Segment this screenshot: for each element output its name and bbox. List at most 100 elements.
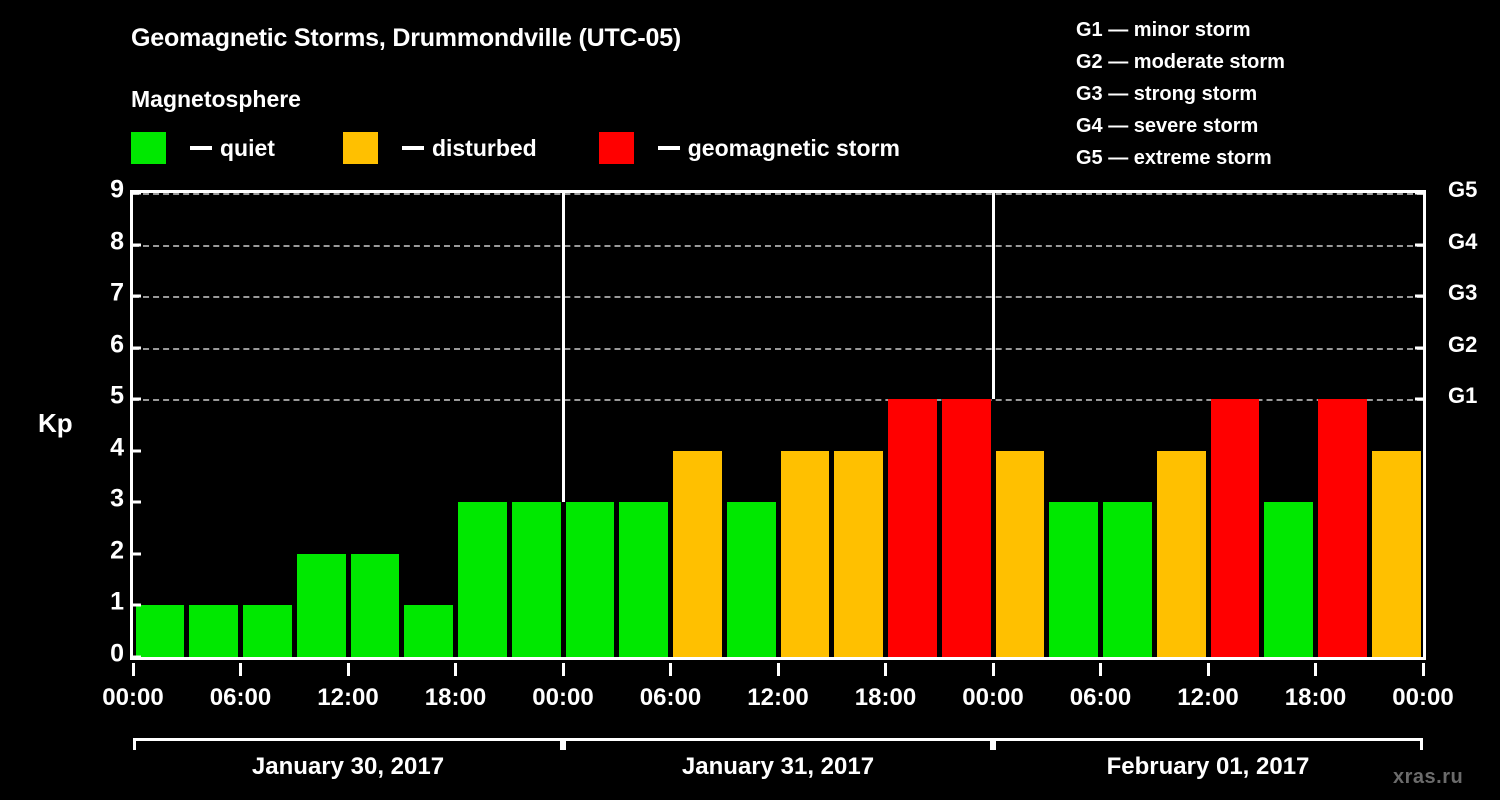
bar-quiet[interactable] — [726, 502, 776, 657]
bar-quiet[interactable] — [1264, 502, 1313, 657]
bar-slot[interactable] — [456, 193, 510, 657]
bar-slot[interactable] — [832, 193, 886, 657]
bar-slot[interactable] — [563, 193, 617, 657]
gscale-row-3: G3 — strong storm — [1076, 83, 1258, 105]
y-axis-title: Kp — [38, 408, 73, 438]
y-axis-tick-0 — [130, 655, 141, 659]
bar-storm[interactable] — [941, 399, 991, 657]
bar-disturbed[interactable] — [673, 450, 722, 657]
bar-quiet[interactable] — [1103, 502, 1152, 657]
bar-quiet[interactable] — [565, 502, 615, 657]
x-axis-label: 12:00 — [1177, 684, 1239, 711]
page-title: Geomagnetic Storms, Drummondville (UTC-0… — [131, 24, 682, 52]
bar-quiet[interactable] — [458, 502, 507, 657]
x-axis-tick — [131, 663, 135, 676]
bar-slot[interactable] — [886, 193, 940, 657]
bar-slot[interactable] — [1316, 193, 1370, 657]
x-axis-label: 06:00 — [639, 684, 702, 711]
bar-slot[interactable] — [1047, 193, 1101, 657]
bar-slot[interactable] — [509, 193, 563, 657]
bar-storm[interactable] — [1318, 399, 1367, 657]
legend-label-quiet: quiet — [220, 134, 275, 161]
bar-slot[interactable] — [402, 193, 456, 657]
legend: quiet disturbed geomagnetic storm — [131, 132, 900, 164]
legend-dash-icon — [657, 146, 680, 150]
day-label: January 31, 2017 — [681, 753, 875, 780]
bar-slot[interactable] — [939, 193, 993, 657]
day-separator — [991, 193, 995, 400]
y-axis-labels: 0 1 2 3 4 5 6 7 8 9 — [84, 177, 124, 666]
bar-slot[interactable] — [1101, 193, 1155, 657]
bar-quiet[interactable] — [135, 605, 185, 657]
bar-slot[interactable] — [1369, 193, 1423, 657]
bar-slot[interactable] — [1208, 193, 1262, 657]
y-axis-label-0: 0 — [110, 639, 124, 668]
y-axis-tick-4 — [130, 449, 141, 453]
x-axis-tick — [884, 663, 887, 676]
gscale-row-1: G1 — minor storm — [1076, 19, 1251, 41]
bar-slot[interactable] — [133, 193, 187, 657]
day-separator — [561, 193, 565, 503]
magnetosphere-label: Magnetosphere — [131, 86, 301, 112]
bar-series — [133, 193, 1423, 657]
bar-slot[interactable] — [617, 193, 671, 657]
bar-storm[interactable] — [888, 399, 937, 657]
bar-slot[interactable] — [294, 193, 348, 657]
bar-quiet[interactable] — [619, 502, 668, 657]
bar-disturbed[interactable] — [995, 450, 1045, 657]
legend-entry-disturbed: disturbed — [342, 132, 537, 164]
g-axis-label-G4: G4 — [1448, 228, 1478, 254]
bar-slot[interactable] — [1154, 193, 1208, 657]
x-axis-label: 18:00 — [854, 684, 917, 711]
legend-dash-icon — [401, 146, 424, 150]
bar-slot[interactable] — [1262, 193, 1316, 657]
bar-quiet[interactable] — [243, 605, 292, 657]
x-axis-tick — [1099, 663, 1102, 676]
day-bracket — [133, 738, 563, 750]
bar-quiet[interactable] — [1049, 502, 1098, 657]
plot-area — [130, 190, 1426, 660]
y-axis-label-4: 4 — [110, 433, 124, 462]
y-axis-label-7: 7 — [110, 278, 124, 307]
x-axis-tick — [991, 663, 995, 676]
x-axis-label: 00:00 — [1392, 684, 1454, 711]
bar-disturbed[interactable] — [1156, 450, 1206, 657]
bar-storm[interactable] — [1210, 399, 1260, 657]
g-axis-tick-G5 — [1415, 191, 1426, 195]
bar-slot[interactable] — [241, 193, 295, 657]
bar-quiet[interactable] — [350, 553, 400, 657]
bar-slot[interactable] — [993, 193, 1047, 657]
bar-quiet[interactable] — [296, 553, 346, 657]
x-axis-label: 18:00 — [1284, 684, 1347, 711]
x-axis-label: 00:00 — [962, 684, 1024, 711]
bar-slot[interactable] — [187, 193, 241, 657]
g-axis-tick-G2 — [1415, 346, 1426, 350]
bar-slot[interactable] — [778, 193, 832, 657]
y-axis-label-5: 5 — [110, 381, 124, 410]
bar-slot[interactable] — [724, 193, 778, 657]
g-axis-tick-G4 — [1415, 243, 1426, 247]
g-axis-label-G5: G5 — [1448, 177, 1478, 202]
bar-slot[interactable] — [348, 193, 402, 657]
y-axis-tick-5 — [130, 397, 141, 401]
bar-disturbed[interactable] — [780, 450, 830, 657]
gridline-kp-8 — [133, 244, 1423, 247]
x-axis-tick — [1421, 663, 1425, 676]
day-label: January 30, 2017 — [251, 753, 445, 780]
legend-entry-quiet: quiet — [131, 132, 275, 164]
x-axis-label: 00:00 — [532, 684, 594, 711]
bar-slot[interactable] — [671, 193, 725, 657]
bar-quiet[interactable] — [511, 502, 561, 657]
x-axis-tick — [454, 663, 457, 676]
bar-quiet[interactable] — [189, 605, 238, 657]
bar-quiet[interactable] — [404, 605, 453, 657]
x-axis-label: 06:00 — [1069, 684, 1132, 711]
y-axis-tick-8 — [130, 243, 141, 247]
legend-label-disturbed: disturbed — [431, 134, 537, 161]
g-axis-tick-G3 — [1415, 294, 1426, 298]
bar-disturbed[interactable] — [1371, 450, 1421, 657]
bar-disturbed[interactable] — [834, 450, 883, 657]
y-axis-tick-3 — [130, 500, 141, 504]
g-axis-label-G3: G3 — [1448, 280, 1478, 306]
y-axis-tick-7 — [130, 294, 141, 298]
